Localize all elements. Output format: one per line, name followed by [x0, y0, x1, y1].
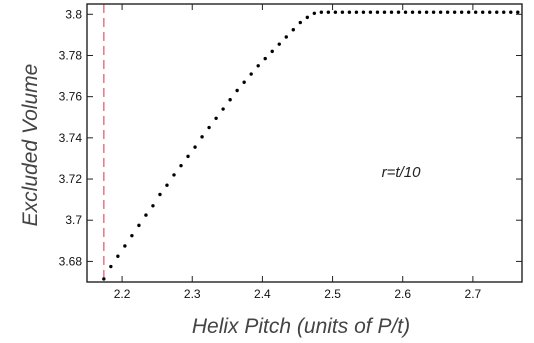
data-point [509, 10, 513, 14]
data-point [165, 183, 169, 187]
data-point [417, 10, 422, 14]
data-point [466, 10, 471, 14]
data-point [382, 10, 387, 14]
data-point [102, 277, 106, 281]
data-point [361, 10, 366, 14]
y-axis-ticks: 3.68 3.7 3.72 3.74 3.76 3.78 3.8 [59, 7, 522, 268]
data-point [445, 10, 450, 14]
data-point [277, 42, 281, 46]
y-tick-label: 3.76 [59, 90, 83, 104]
data-point [284, 35, 288, 39]
data-point [249, 72, 253, 76]
data-points [102, 10, 520, 281]
data-point [312, 11, 317, 15]
y-tick-label: 3.8 [65, 7, 82, 21]
data-point [459, 10, 464, 14]
plot-frame [86, 3, 523, 283]
data-point [488, 10, 492, 14]
data-point [424, 10, 429, 14]
x-axis-title: Helix Pitch (units of P/t) [192, 315, 410, 338]
data-point [221, 107, 225, 111]
data-point [130, 233, 134, 238]
y-tick-label: 3.74 [59, 131, 83, 145]
data-point [347, 10, 352, 14]
data-point [333, 10, 338, 14]
data-point [298, 20, 302, 25]
y-axis-title: Excluded Volume [19, 64, 42, 227]
data-point [144, 213, 148, 217]
data-point [270, 49, 274, 54]
data-point [375, 10, 380, 14]
data-point [410, 10, 415, 14]
data-point [305, 15, 310, 20]
data-point [431, 10, 436, 14]
data-point [186, 154, 190, 159]
data-point [137, 223, 141, 228]
data-point [193, 145, 197, 149]
data-point [291, 28, 295, 32]
data-point [319, 10, 324, 14]
data-point [389, 10, 394, 14]
data-point [368, 10, 373, 14]
x-tick-label: 2.5 [324, 287, 341, 301]
data-point [340, 10, 345, 14]
annotation-label: r=t/10 [382, 164, 421, 181]
data-point [354, 10, 359, 14]
y-tick-label: 3.7 [65, 213, 82, 227]
data-point [242, 80, 246, 84]
data-point [396, 10, 401, 14]
x-axis-ticks: 2.2 2.3 2.4 2.5 2.6 2.7 [114, 4, 482, 301]
data-point [228, 98, 232, 102]
data-point [200, 135, 204, 139]
x-tick-label: 2.3 [184, 287, 201, 301]
y-tick-label: 3.78 [59, 48, 83, 62]
data-point [151, 204, 155, 208]
data-point [179, 163, 183, 168]
y-tick-label: 3.72 [59, 172, 83, 186]
data-point [158, 192, 162, 197]
data-point [256, 64, 260, 68]
data-point [326, 10, 331, 14]
data-point [109, 264, 113, 269]
data-point [438, 10, 443, 14]
data-point [473, 10, 478, 14]
data-point [116, 254, 120, 258]
x-tick-label: 2.6 [394, 287, 411, 301]
y-tick-label: 3.68 [59, 254, 83, 268]
x-tick-label: 2.4 [254, 287, 271, 301]
data-point [403, 10, 408, 14]
data-point [495, 10, 499, 14]
data-point [516, 10, 520, 14]
x-tick-label: 2.2 [114, 287, 131, 301]
data-point [263, 56, 267, 61]
data-point [481, 10, 485, 14]
data-point [235, 88, 239, 93]
data-point [172, 173, 176, 177]
data-point [214, 116, 218, 120]
x-tick-label: 2.7 [465, 287, 482, 301]
data-point [123, 244, 127, 248]
data-point [502, 10, 506, 14]
data-point [452, 10, 457, 14]
data-point [207, 125, 211, 130]
